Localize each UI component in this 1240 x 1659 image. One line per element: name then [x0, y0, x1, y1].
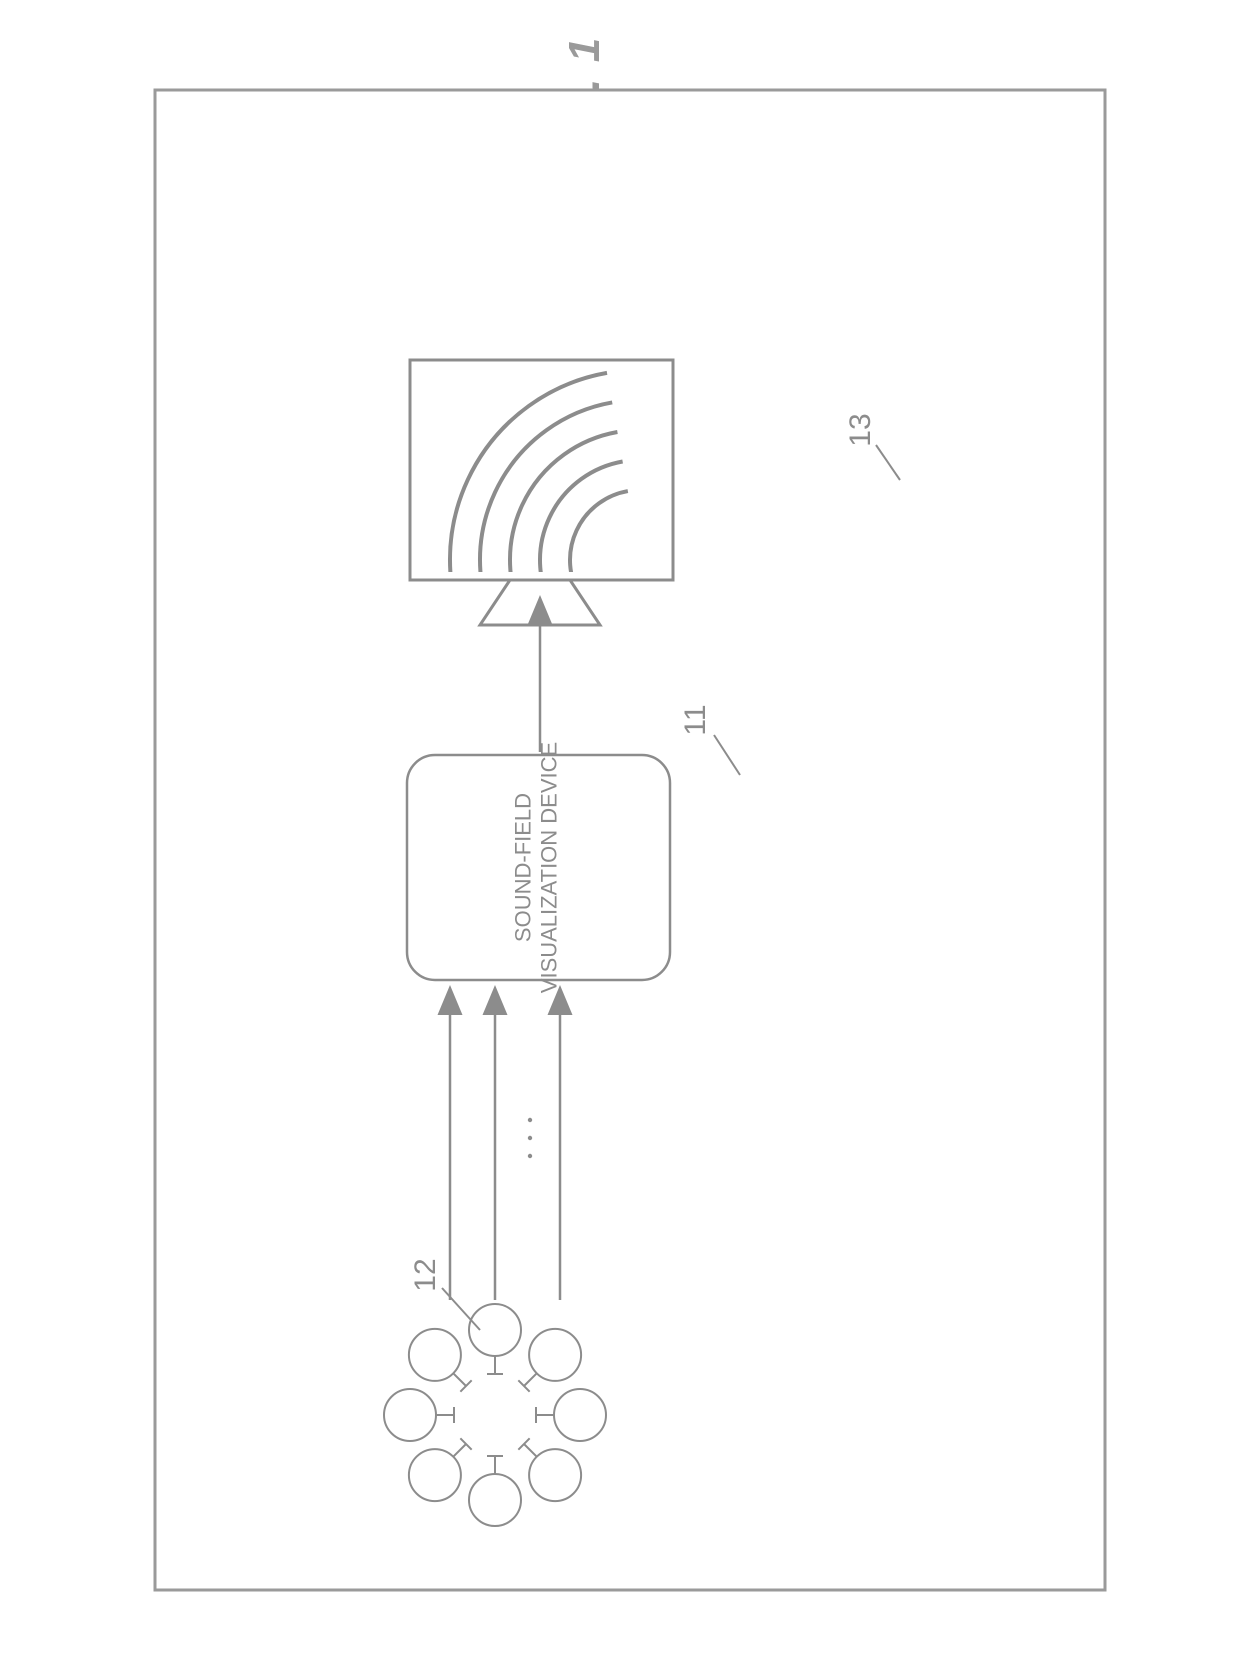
ref-label-mic_array: 12 — [409, 1258, 442, 1291]
ref-label-text: 11 — [679, 704, 712, 735]
ellipsis-dot — [528, 1154, 532, 1158]
ref-label-device: 11 — [679, 704, 712, 735]
device-label-line1: SOUND-FIELD — [511, 793, 536, 942]
ref-label-text: 12 — [409, 1258, 442, 1291]
ellipsis-dot — [528, 1136, 532, 1140]
ref-label-text: 13 — [844, 413, 877, 446]
ref-label-display: 13 — [844, 413, 877, 446]
figure-diagram: SOUND-FIELDVISUALIZATION DEVICE 12 11 13 — [0, 0, 1240, 1659]
ellipsis-dot — [528, 1118, 532, 1122]
device-label-line2: VISUALIZATION DEVICE — [537, 742, 562, 993]
page: FIG. 1 SOUND-FIELDVISUALIZATION DEVICE12… — [0, 0, 1240, 1659]
